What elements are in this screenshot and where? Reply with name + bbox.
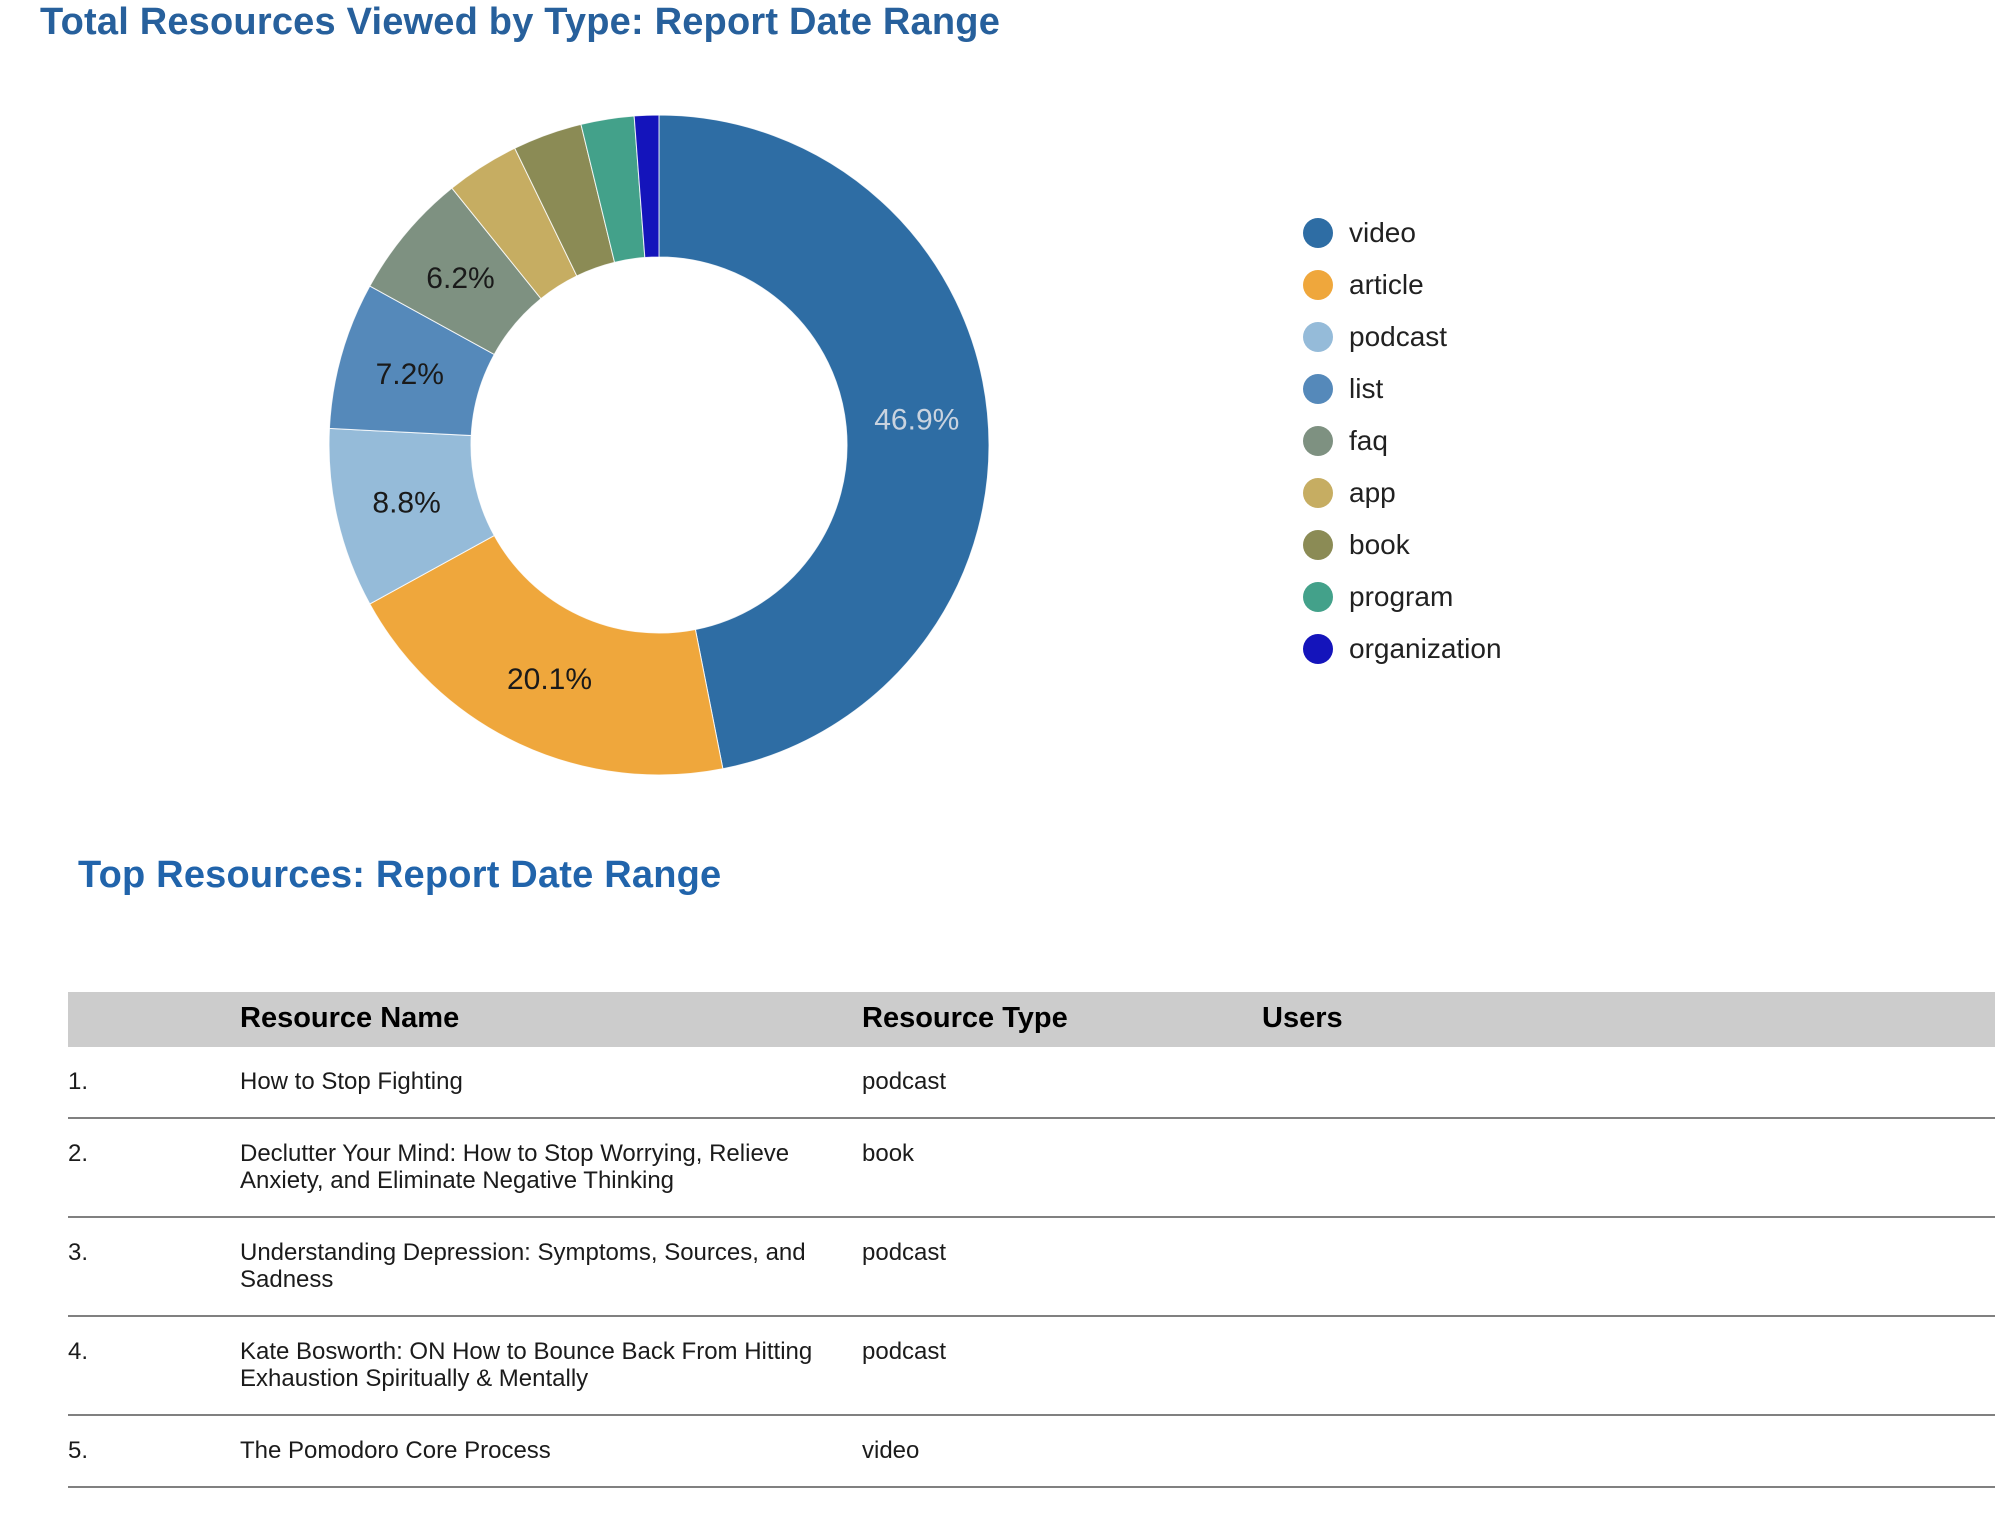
table-row: 3. Understanding Depression: Symptoms, So… <box>68 1217 1995 1317</box>
users-cell <box>1262 1415 1995 1488</box>
users-cell <box>1262 1118 1995 1218</box>
resource-type-cell: book <box>862 1118 1262 1218</box>
legend-item-app: app <box>1303 467 1502 519</box>
row-rank: 3. <box>68 1217 240 1317</box>
legend-dot-podcast <box>1303 322 1333 352</box>
resource-type-cell: video <box>862 1415 1262 1488</box>
row-rank: 5. <box>68 1415 240 1488</box>
donut-chart: 46.9% 20.1% 8.8% 7.2% 6.2% <box>328 114 990 776</box>
legend-dot-app <box>1303 478 1333 508</box>
col-header-rank <box>68 992 240 1047</box>
col-header-resource-name: Resource Name <box>240 992 862 1047</box>
row-rank: 1. <box>68 1047 240 1119</box>
table-row: 5. The Pomodoro Core Process video <box>68 1415 1995 1488</box>
legend-dot-faq <box>1303 426 1333 456</box>
legend-label: video <box>1349 217 1416 248</box>
legend-dot-video <box>1303 218 1333 248</box>
legend-label: list <box>1349 373 1384 404</box>
pie-slice-label-video: 46.9% <box>874 403 959 436</box>
legend-label: book <box>1349 529 1410 560</box>
legend-item-video: video <box>1303 207 1502 259</box>
resource-name-cell: Understanding Depression: Symptoms, Sour… <box>240 1217 862 1317</box>
pie-slice-video <box>658 114 990 770</box>
pie-slice-article <box>369 534 724 776</box>
users-cell <box>1262 1217 1995 1317</box>
col-header-users: Users <box>1262 992 1995 1047</box>
top-resources-table: Resource Name Resource Type Users 1. How … <box>68 992 1995 1488</box>
legend-item-podcast: podcast <box>1303 311 1502 363</box>
legend-item-organization: organization <box>1303 623 1502 675</box>
table-row: 4. Kate Bosworth: ON How to Bounce Back F… <box>68 1316 1995 1416</box>
legend-dot-book <box>1303 530 1333 560</box>
legend-dot-organization <box>1303 634 1333 664</box>
legend-label: faq <box>1349 425 1388 456</box>
pie-slice-label-article: 20.1% <box>507 663 592 696</box>
table-row: 2. Declutter Your Mind: How to Stop Worry… <box>68 1118 1995 1218</box>
table-row: 1. How to Stop Fighting podcast <box>68 1047 1995 1119</box>
resource-type-cell: podcast <box>862 1316 1262 1416</box>
pie-slice-organization <box>633 114 660 259</box>
resource-name-cell: Kate Bosworth: ON How to Bounce Back Fro… <box>240 1316 862 1416</box>
chart-title: Total Resources Viewed by Type: Report D… <box>40 1 1001 43</box>
resource-type-cell: podcast <box>862 1047 1262 1119</box>
pie-slice-label-podcast: 8.8% <box>372 487 440 520</box>
users-cell <box>1262 1047 1995 1119</box>
legend-item-program: program <box>1303 571 1502 623</box>
legend-label: app <box>1349 477 1396 508</box>
legend-dot-article <box>1303 270 1333 300</box>
legend-item-faq: faq <box>1303 415 1502 467</box>
legend-label: article <box>1349 269 1424 300</box>
legend-item-list: list <box>1303 363 1502 415</box>
resource-name-cell: Declutter Your Mind: How to Stop Worryin… <box>240 1118 862 1218</box>
users-cell <box>1262 1316 1995 1416</box>
legend-item-article: article <box>1303 259 1502 311</box>
row-rank: 4. <box>68 1316 240 1416</box>
legend-dot-program <box>1303 582 1333 612</box>
legend-label: podcast <box>1349 321 1448 352</box>
resource-name-cell: How to Stop Fighting <box>240 1047 862 1119</box>
resource-type-cell: podcast <box>862 1217 1262 1317</box>
table-header-row: Resource Name Resource Type Users <box>68 992 1995 1047</box>
table-title: Top Resources: Report Date Range <box>78 854 722 896</box>
pie-slice-label-list: 7.2% <box>376 358 444 391</box>
legend-dot-list <box>1303 374 1333 404</box>
pie-slice-label-faq: 6.2% <box>426 262 494 295</box>
legend-label: program <box>1349 581 1454 612</box>
legend-label: organization <box>1349 633 1502 664</box>
legend-item-book: book <box>1303 519 1502 571</box>
row-rank: 2. <box>68 1118 240 1218</box>
chart-legend: video article podcast list faq app book program… <box>1303 207 1502 675</box>
resource-name-cell: The Pomodoro Core Process <box>240 1415 862 1488</box>
col-header-resource-type: Resource Type <box>862 992 1262 1047</box>
